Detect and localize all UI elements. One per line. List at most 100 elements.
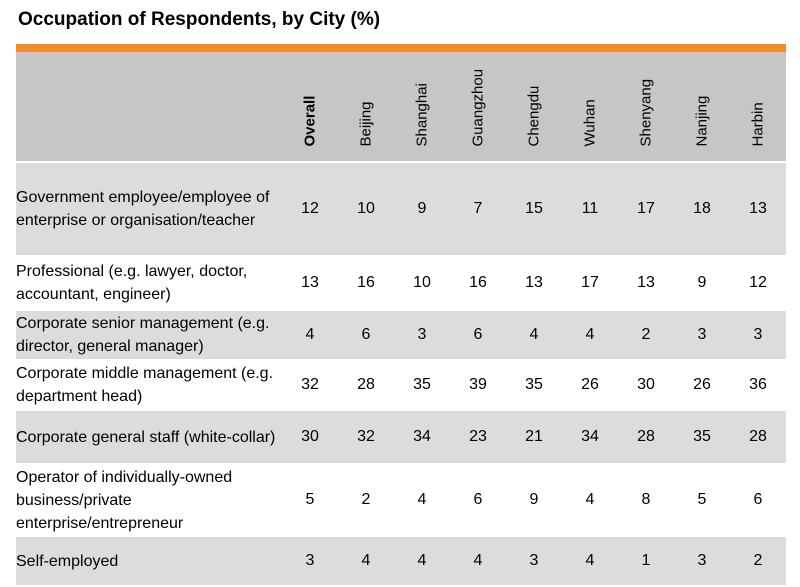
cell-value: 4 (338, 536, 394, 586)
cell-value: 16 (469, 274, 487, 291)
table-row: Corporate middle management (e.g. depart… (16, 360, 786, 410)
cell-value: 4 (506, 310, 562, 360)
cell-value: 8 (641, 491, 651, 508)
cell-value: 9 (697, 274, 707, 291)
column-header-harbin: Harbin (730, 52, 786, 163)
column-header-wuhan: Wuhan (562, 52, 618, 163)
cell-value: 7 (450, 162, 506, 256)
column-header-nanjing: Nanjing (674, 52, 730, 163)
cell-value: 4 (282, 310, 338, 360)
cell-value: 12 (749, 274, 767, 291)
cell-value: 9 (529, 491, 539, 508)
row-label: Government employee/employee of enterpri… (16, 162, 282, 256)
cell-value: 17 (618, 162, 674, 256)
row-label: Corporate middle management (e.g. depart… (16, 365, 274, 405)
column-header-label: Beijing (357, 101, 375, 147)
cell-value: 10 (338, 162, 394, 256)
cell-value: 11 (562, 162, 618, 256)
column-header-label: Wuhan (581, 99, 599, 147)
table-row: Corporate senior management (e.g. direct… (16, 310, 786, 360)
cell-value: 34 (394, 410, 450, 464)
cell-value: 28 (357, 376, 375, 393)
chart-title: Occupation of Respondents, by City (%) (18, 9, 381, 30)
cell-value: 6 (338, 310, 394, 360)
cell-value: 9 (394, 162, 450, 256)
cell-value: 13 (637, 274, 655, 291)
cell-value: 4 (450, 536, 506, 586)
accent-bar (16, 44, 786, 52)
table-row: Operator of individually-owned business/… (16, 464, 786, 536)
cell-value: 28 (730, 410, 786, 464)
cell-value: 1 (618, 536, 674, 586)
column-header-label: Chengdu (525, 85, 543, 147)
cell-value: 3 (394, 310, 450, 360)
column-header-overall: Overall (282, 52, 338, 163)
cell-value: 32 (338, 410, 394, 464)
column-header-label: Shanghai (413, 83, 431, 147)
header-row: Overall Beijing Shanghai Guangzhou Chengdu Wu… (16, 52, 786, 163)
cell-value: 13 (301, 274, 319, 291)
cell-value: 4 (394, 536, 450, 586)
cell-value: 32 (301, 376, 319, 393)
cell-value: 30 (282, 410, 338, 464)
cell-value: 4 (562, 310, 618, 360)
cell-value: 13 (525, 274, 543, 291)
cell-value: 3 (282, 536, 338, 586)
cell-value: 34 (562, 410, 618, 464)
table-row: Self-employed 3 4 4 4 3 4 1 3 2 (16, 536, 786, 586)
cell-value: 35 (674, 410, 730, 464)
cell-value: 15 (506, 162, 562, 256)
table-row: Corporate general staff (white-collar) 30… (16, 410, 786, 464)
row-label: Corporate senior management (e.g. direct… (16, 310, 282, 360)
cell-value: 36 (749, 376, 767, 393)
cell-value: 3 (730, 310, 786, 360)
cell-value: 30 (637, 376, 655, 393)
cell-value: 6 (473, 491, 483, 508)
column-header-label: Shenyang (637, 78, 655, 147)
cell-value: 2 (361, 491, 371, 508)
column-header-label: Nanjing (693, 95, 711, 147)
cell-value: 35 (525, 376, 543, 393)
column-header-guangzhou: Guangzhou (450, 52, 506, 163)
cell-value: 18 (674, 162, 730, 256)
cell-value: 26 (693, 376, 711, 393)
cell-value: 2 (730, 536, 786, 586)
cell-value: 6 (450, 310, 506, 360)
cell-value: 35 (413, 376, 431, 393)
row-label: Self-employed (16, 536, 282, 586)
column-header-label: Overall (301, 95, 319, 147)
cell-value: 21 (506, 410, 562, 464)
header-corner (16, 52, 282, 163)
cell-value: 16 (357, 274, 375, 291)
cell-value: 5 (697, 491, 707, 508)
cell-value: 28 (618, 410, 674, 464)
cell-value: 4 (585, 491, 595, 508)
cell-value: 13 (730, 162, 786, 256)
cell-value: 17 (581, 274, 599, 291)
cell-value: 6 (753, 491, 763, 508)
cell-value: 4 (417, 491, 427, 508)
cell-value: 3 (506, 536, 562, 586)
cell-value: 39 (469, 376, 487, 393)
column-header-chengdu: Chengdu (506, 52, 562, 163)
row-label: Operator of individually-owned business/… (16, 468, 233, 532)
cell-value: 4 (562, 536, 618, 586)
cell-value: 3 (674, 310, 730, 360)
cell-value: 10 (413, 274, 431, 291)
column-header-shenyang: Shenyang (618, 52, 674, 163)
cell-value: 26 (581, 376, 599, 393)
row-label: Professional (e.g. lawyer, doctor, accou… (16, 263, 248, 303)
row-label: Corporate general staff (white-collar) (16, 410, 282, 464)
cell-value: 2 (618, 310, 674, 360)
column-header-label: Harbin (749, 102, 767, 147)
table-row: Government employee/employee of enterpri… (16, 162, 786, 256)
column-header-label: Guangzhou (469, 68, 487, 147)
column-header-shanghai: Shanghai (394, 52, 450, 163)
cell-value: 23 (450, 410, 506, 464)
cell-value: 3 (674, 536, 730, 586)
cell-value: 12 (282, 162, 338, 256)
cell-value: 5 (305, 491, 315, 508)
table-row: Professional (e.g. lawyer, doctor, accou… (16, 256, 786, 310)
column-header-beijing: Beijing (338, 52, 394, 163)
occupation-table: Overall Beijing Shanghai Guangzhou Chengdu Wu… (16, 52, 786, 587)
